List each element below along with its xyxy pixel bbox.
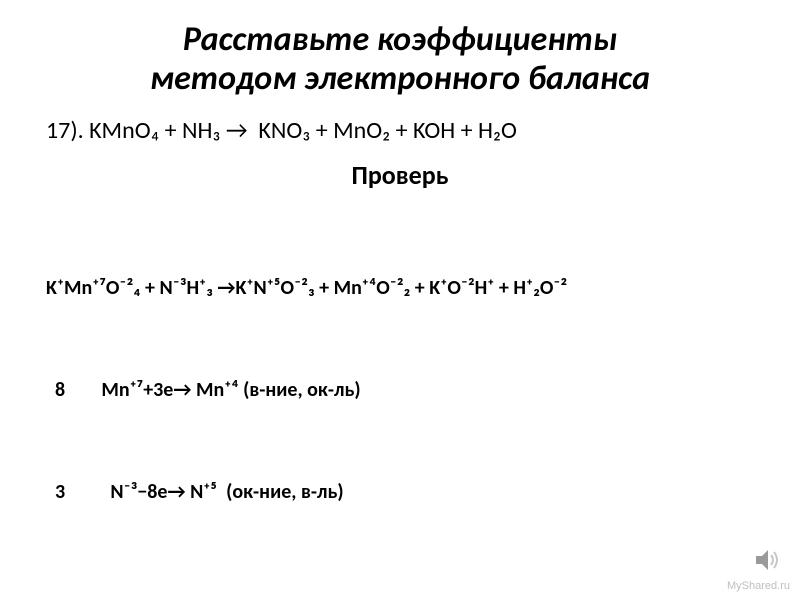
watermark: MyShared.ru bbox=[727, 580, 790, 592]
title-line-1: Расставьте коэффициенты bbox=[183, 19, 617, 60]
slide: Расставьте коэффициенты методом электрон… bbox=[0, 0, 800, 600]
solution-line-2: 8 Mn⁺⁷+3e→ Mn⁺⁴ (в-ние, ок-ль) bbox=[46, 373, 760, 407]
title-line-2: методом электронного баланса bbox=[150, 58, 650, 99]
solution-line-1: K⁺Mn⁺⁷O⁻²₄ + N⁻³H⁺₃ →K⁺N⁺⁵O⁻²₃ + Mn⁺⁴O⁻²… bbox=[46, 271, 760, 305]
solution-line-3: 3 N⁻³−8e→ N⁺⁵ (ок-ние, в-ль) bbox=[46, 475, 760, 509]
slide-title: Расставьте коэффициенты методом электрон… bbox=[40, 20, 760, 98]
check-heading: Проверь bbox=[40, 159, 760, 191]
problem-equation: 17). KMnO₄ + NH₃ → KNO₃ + MnO₂ + KOH + H… bbox=[46, 116, 760, 145]
solution-block: K⁺Mn⁺⁷O⁻²₄ + N⁻³H⁺₃ →K⁺N⁺⁵O⁻²₃ + Mn⁺⁴O⁻²… bbox=[46, 203, 760, 577]
speaker-icon bbox=[754, 546, 782, 574]
